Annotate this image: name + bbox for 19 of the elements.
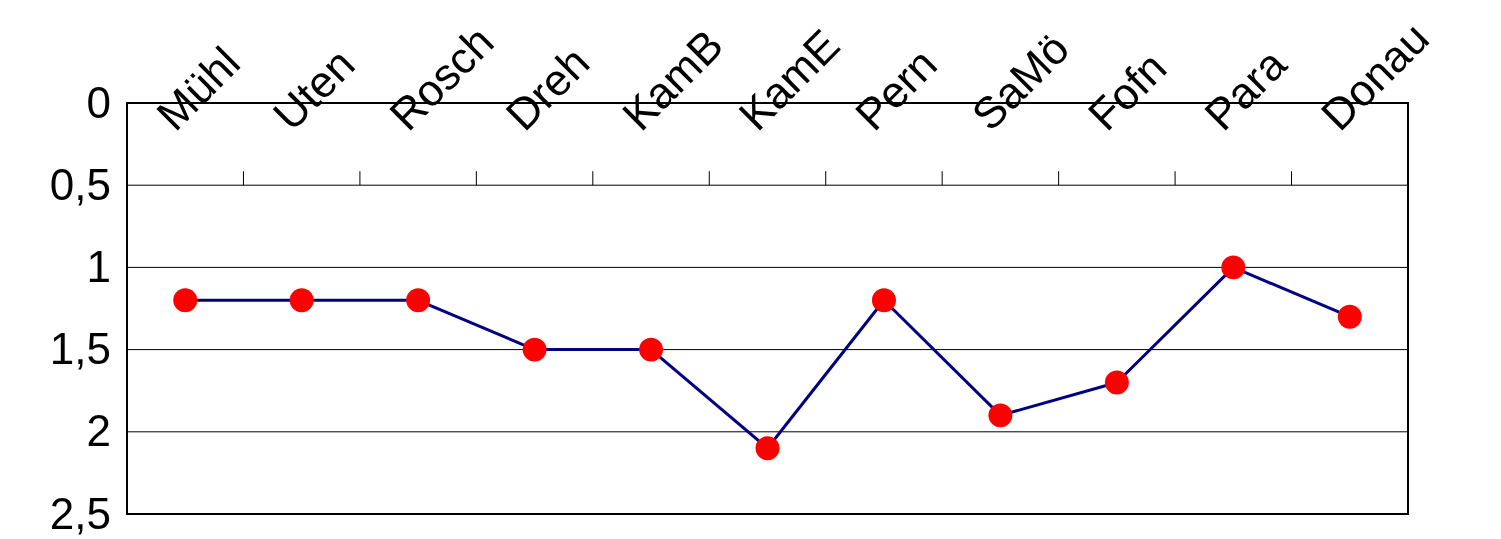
point: [755, 436, 780, 461]
y-tick-label: 0,5: [49, 159, 111, 209]
x-tick-label: Fofn: [1078, 42, 1176, 140]
y-tick-label: 1: [86, 241, 111, 291]
point: [871, 288, 896, 313]
y-tick-label: 0: [86, 77, 111, 127]
y-tick-label: 2: [86, 406, 111, 456]
y-tick-label: 2,5: [49, 488, 111, 538]
point: [1104, 370, 1129, 395]
y-tick-label: 1,5: [49, 324, 111, 374]
point: [639, 337, 664, 362]
point: [406, 288, 431, 313]
point: [522, 337, 547, 362]
point: [988, 403, 1013, 428]
x-tick-label: Uten: [263, 38, 364, 140]
point: [1221, 255, 1246, 280]
point: [289, 288, 314, 313]
point: [173, 288, 198, 313]
point: [1337, 304, 1362, 329]
